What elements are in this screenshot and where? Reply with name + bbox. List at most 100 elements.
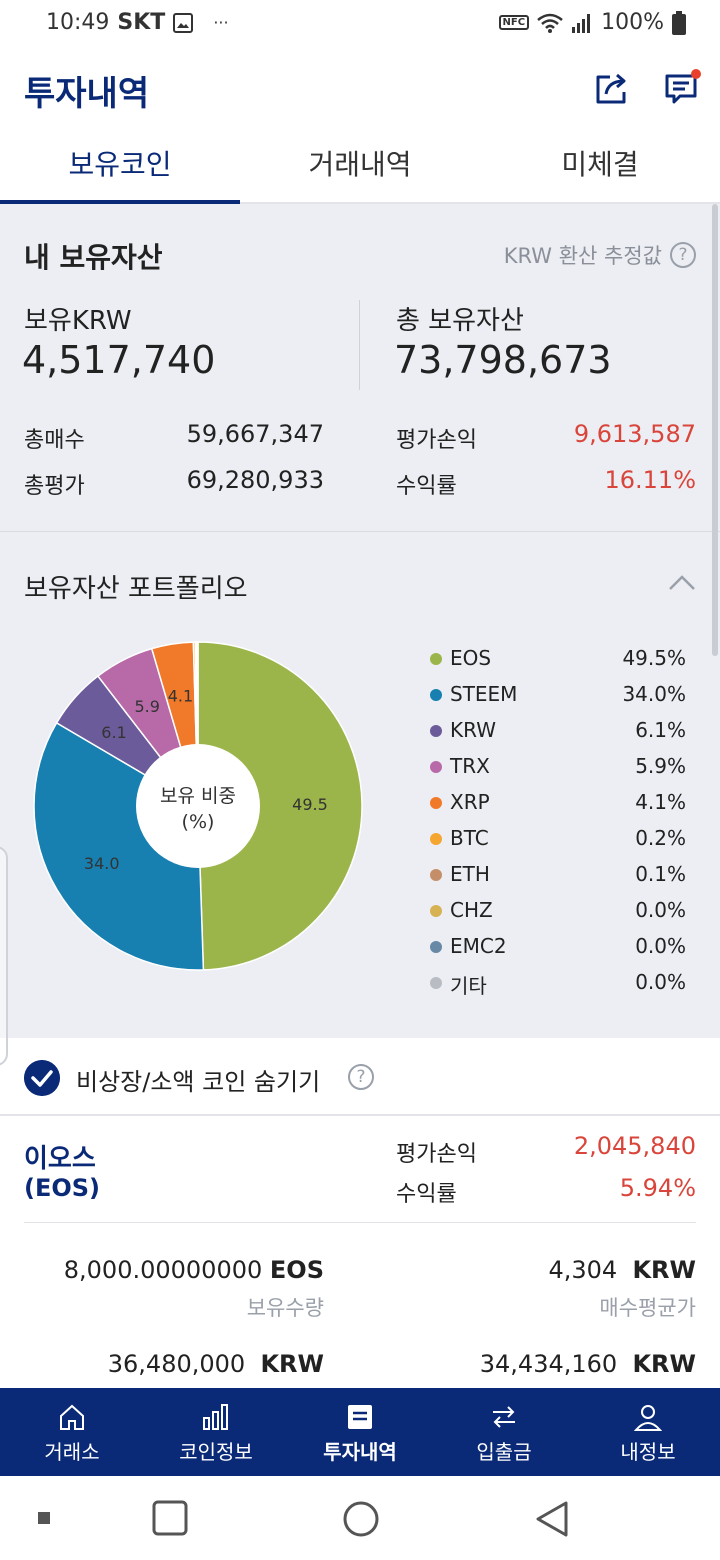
coin-pnl-value: 2,045,840 — [573, 1132, 696, 1160]
coin-buy: 34,434,160 KRW — [480, 1350, 696, 1378]
status-bar: 10:49 SKT ··· NFC 100% — [0, 0, 720, 48]
legend-name: BTC — [450, 826, 489, 850]
gallery-notification-icon — [173, 12, 194, 33]
legend-item: BTC 0.2% — [428, 824, 686, 860]
pie-slice-eos — [197, 641, 363, 971]
summary-divider — [359, 300, 360, 390]
wifi-icon — [537, 13, 563, 33]
legend-item: 기타 0.0% — [428, 968, 686, 1004]
legend-name: TRX — [450, 754, 490, 778]
nav-deposit-withdraw-label: 입출금 — [476, 1440, 532, 1464]
edge-panel-handle[interactable] — [0, 846, 8, 1066]
recent-apps-dot-icon[interactable] — [38, 1512, 50, 1524]
nav-investments[interactable]: 투자내역 — [288, 1388, 432, 1476]
legend-name: EOS — [450, 646, 492, 670]
legend-dot — [430, 689, 442, 701]
pie-center-label-2: (%) — [182, 811, 215, 833]
pie-slice-기타 — [196, 641, 199, 807]
total-eval-value: 69,280,933 — [186, 466, 324, 494]
transfer-icon — [493, 1406, 515, 1428]
scrollbar[interactable] — [712, 204, 718, 656]
pie-slice-label: 49.5 — [292, 795, 328, 814]
coin-qty-unit: EOS — [269, 1256, 324, 1284]
nav-coin-info[interactable]: 코인정보 — [144, 1388, 288, 1476]
nav-exchange[interactable]: 거래소 — [0, 1388, 144, 1476]
chat-icon[interactable] — [662, 68, 702, 108]
legend-name: EMC2 — [450, 934, 507, 958]
hide-small-coins-row[interactable]: 비상장/소액 코인 숨기기 ? — [0, 1038, 720, 1116]
person-icon — [633, 1405, 663, 1431]
legend-name: XRP — [450, 790, 490, 814]
legend-dot — [430, 869, 442, 881]
coin-name-korean: 이오스 — [24, 1144, 96, 1174]
tab-history[interactable]: 거래내역 — [308, 148, 412, 181]
legend-name: 기타 — [450, 974, 487, 998]
legend-item: STEEM 34.0% — [428, 680, 686, 716]
nav-investments-label: 투자내역 — [323, 1440, 397, 1464]
back-icon[interactable] — [534, 1500, 570, 1538]
help-icon[interactable]: ? — [670, 242, 696, 268]
legend-pct: 49.5% — [622, 646, 686, 670]
coin-eval-value: 36,480,000 — [107, 1350, 246, 1378]
coin-qty-label: 보유수량 — [246, 1296, 324, 1320]
coin-card-eos[interactable]: 이오스 (EOS) 평가손익 2,045,840 수익률 5.94% 8,000… — [0, 1118, 720, 1390]
coin-eval: 36,480,000 KRW — [108, 1350, 324, 1378]
coin-yield-label: 수익률 — [396, 1182, 457, 1207]
legend-pct: 0.1% — [635, 862, 686, 886]
legend-name: STEEM — [450, 682, 518, 706]
nav-my-info-label: 내정보 — [620, 1440, 676, 1464]
yield-label: 수익률 — [396, 474, 457, 499]
total-assets-value: 73,798,673 — [394, 338, 612, 382]
legend-item: CHZ 0.0% — [428, 896, 686, 932]
legend-dot — [430, 941, 442, 953]
krw-estimate-info[interactable]: KRW 환산 추정값 ? — [504, 240, 696, 270]
pie-slice-label: 4.1 — [168, 686, 193, 705]
tab-holdings[interactable]: 보유코인 — [0, 132, 240, 204]
legend-item: KRW 6.1% — [428, 716, 686, 752]
status-more: ··· — [213, 13, 229, 32]
krw-estimate-label: KRW 환산 추정값 — [503, 244, 662, 268]
nav-my-info[interactable]: 내정보 — [576, 1388, 720, 1476]
nav-coin-info-label: 코인정보 — [179, 1440, 253, 1464]
legend-item: EMC2 0.0% — [428, 932, 686, 968]
portfolio-section: 보유자산 포트폴리오 보유 비중 (%) 49.5 34.0 6.1 5.9 4.1 E… — [0, 532, 720, 1038]
coin-buy-unit: KRW — [632, 1350, 696, 1378]
list-icon — [348, 1405, 372, 1429]
legend-pct: 0.2% — [635, 826, 686, 850]
total-buy-value: 59,667,347 — [186, 420, 324, 448]
held-krw-label: 보유KRW — [24, 306, 132, 336]
checkbox-checked-icon[interactable] — [24, 1060, 60, 1096]
status-time: 10:49 — [46, 10, 110, 35]
legend-item: XRP 4.1% — [428, 788, 686, 824]
help-icon-hide[interactable]: ? — [348, 1064, 374, 1090]
pie-slice-label: 5.9 — [134, 697, 159, 716]
asset-summary: 내 보유자산 KRW 환산 추정값 ? 보유KRW 4,517,740 총 보유… — [0, 204, 720, 532]
legend-item: ETH 0.1% — [428, 860, 686, 896]
overview-icon[interactable] — [152, 1500, 188, 1536]
summary-title: 내 보유자산 — [24, 241, 163, 274]
share-icon[interactable] — [592, 68, 632, 108]
coin-avg-label: 매수평균가 — [599, 1296, 696, 1320]
coin-symbol: (EOS) — [24, 1174, 101, 1202]
coin-yield-value: 5.94% — [619, 1174, 696, 1202]
legend-dot — [430, 653, 442, 665]
nav-deposit-withdraw[interactable]: 입출금 — [432, 1388, 576, 1476]
home-button-icon[interactable] — [342, 1500, 380, 1538]
total-assets-label: 총 보유자산 — [396, 306, 524, 336]
coin-avg-unit: KRW — [632, 1256, 696, 1284]
legend-item: EOS 49.5% — [428, 644, 686, 680]
signal-icon — [572, 13, 591, 33]
portfolio-title: 보유자산 포트폴리오 — [24, 574, 248, 604]
total-buy-label: 총매수 — [24, 428, 85, 453]
battery-icon — [672, 10, 686, 35]
pnl-label: 평가손익 — [396, 428, 477, 453]
total-eval-label: 총평가 — [24, 474, 85, 499]
legend-name: ETH — [450, 862, 490, 886]
coin-avg-value: 4,304 — [548, 1256, 618, 1284]
chevron-up-icon[interactable] — [668, 572, 696, 592]
bottom-nav: 거래소 코인정보 투자내역 입출금 내정보 — [0, 1388, 720, 1476]
nav-exchange-label: 거래소 — [44, 1440, 100, 1464]
tab-pending[interactable]: 미체결 — [561, 148, 639, 181]
status-carrier: SKT — [117, 10, 166, 35]
legend-dot — [430, 833, 442, 845]
